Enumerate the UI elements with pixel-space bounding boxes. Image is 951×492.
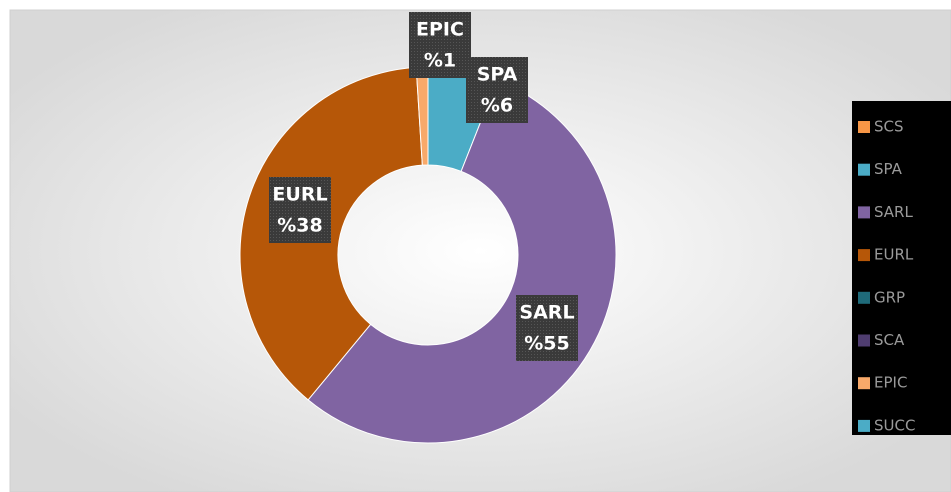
data-label-box <box>409 12 471 78</box>
legend-label: SARL <box>874 203 913 221</box>
legend-swatch <box>858 419 870 432</box>
data-label-box <box>466 57 528 123</box>
data-label-value: %6 <box>481 95 513 117</box>
data-label-name: SARL <box>519 302 574 324</box>
data-label-name: EPIC <box>416 19 464 41</box>
legend-swatch <box>858 334 870 347</box>
legend-label: EPIC <box>874 374 907 392</box>
legend-swatch <box>858 206 870 219</box>
legend-label: EURL <box>874 246 914 264</box>
legend-label: GRP <box>874 288 905 306</box>
data-label-box <box>269 177 331 243</box>
legend-label: SUCC <box>874 416 915 434</box>
legend-label: SCS <box>874 118 904 136</box>
legend-label: SPA <box>874 160 903 178</box>
data-label-name: SPA <box>477 64 518 86</box>
legend-swatch <box>858 249 870 262</box>
legend-swatch <box>858 291 870 304</box>
legend-swatch <box>858 163 870 176</box>
donut-slice <box>239 66 423 401</box>
data-label-name: EURL <box>272 184 327 206</box>
data-label-box <box>516 295 578 361</box>
data-label-value: %38 <box>277 215 322 237</box>
data-label-value: %55 <box>524 333 569 355</box>
legend-swatch <box>858 121 870 133</box>
legend-swatch <box>858 377 870 390</box>
legend-label: SCA <box>874 331 905 349</box>
data-label-value: %1 <box>424 50 456 72</box>
